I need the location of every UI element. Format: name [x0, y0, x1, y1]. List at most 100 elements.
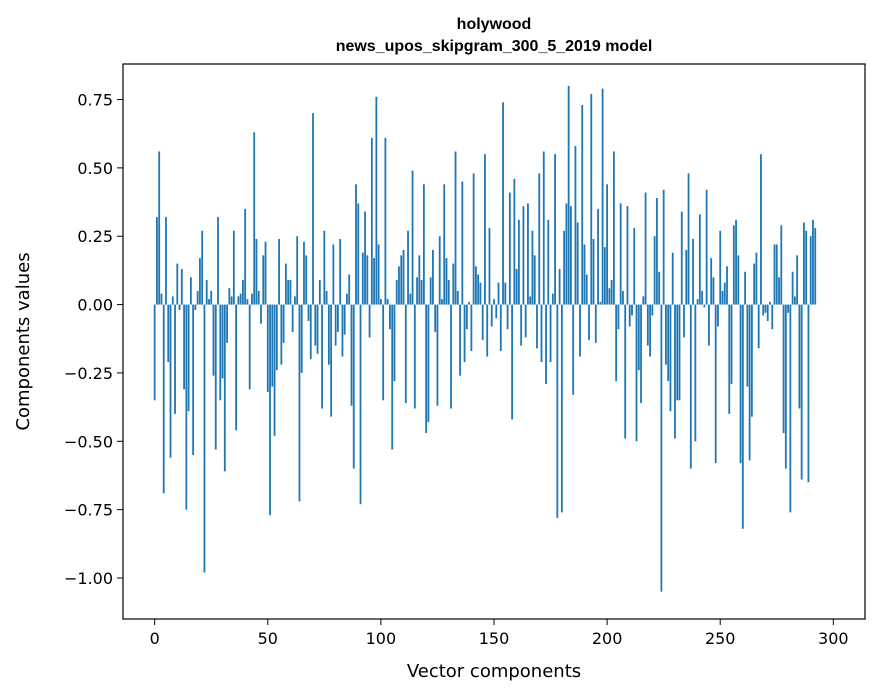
y-tick-label: −0.50: [64, 432, 113, 451]
bar: [642, 296, 645, 305]
bar: [316, 304, 319, 354]
bar: [626, 206, 629, 305]
bar: [812, 219, 814, 305]
bar: [296, 236, 299, 305]
bar: [269, 304, 271, 516]
bar: [160, 293, 163, 305]
bar: [533, 255, 536, 305]
bar: [158, 151, 161, 305]
bar: [757, 304, 760, 349]
bar: [479, 282, 482, 305]
bar: [321, 304, 323, 409]
bar: [325, 290, 328, 305]
bar: [669, 304, 672, 412]
bar: [368, 304, 371, 338]
bar: [411, 170, 414, 305]
bar: [357, 203, 360, 305]
bar: [567, 85, 570, 305]
bar: [300, 304, 303, 373]
bar: [739, 304, 742, 464]
bar: [266, 304, 269, 393]
bar: [732, 225, 735, 305]
bar: [384, 137, 387, 305]
bar: [726, 266, 728, 305]
bar: [524, 304, 527, 338]
bar: [744, 271, 747, 305]
bar: [601, 88, 604, 305]
bar: [796, 255, 799, 305]
bar: [352, 304, 355, 469]
bar: [447, 279, 450, 305]
bar: [495, 304, 498, 319]
chart-title: holywood: [457, 16, 532, 33]
bar: [735, 219, 737, 305]
bar: [667, 304, 670, 382]
bar: [488, 228, 491, 305]
bar: [617, 304, 620, 330]
bar: [705, 189, 708, 305]
bar: [379, 299, 382, 305]
bar: [484, 154, 486, 305]
bar: [153, 304, 156, 401]
bar: [303, 241, 305, 305]
bar: [640, 304, 642, 404]
bar: [680, 211, 683, 305]
bar: [730, 304, 733, 384]
bar: [201, 230, 204, 305]
bar: [463, 304, 466, 362]
bar: [407, 230, 409, 305]
bar: [764, 304, 767, 313]
y-tick-label: −0.25: [64, 364, 113, 383]
bar: [178, 304, 181, 311]
bar: [210, 290, 213, 305]
bar: [441, 299, 443, 305]
bar: [660, 304, 663, 592]
bar: [708, 304, 710, 346]
bar: [219, 304, 222, 401]
y-tick-label: 0.75: [77, 91, 113, 110]
bar: [454, 151, 457, 305]
bar: [271, 304, 274, 387]
bar: [594, 304, 597, 343]
y-axis: 0.75 0.50 0.25 0.00 −0.25 −0.50 −0.75 −1.00: [64, 91, 123, 588]
bar: [402, 249, 405, 305]
bar: [251, 293, 253, 305]
bar: [766, 304, 769, 321]
bar: [314, 304, 317, 346]
bar: [377, 244, 380, 305]
bar: [208, 299, 210, 305]
bars-group: [153, 85, 817, 592]
bar: [545, 304, 547, 384]
bar: [282, 304, 285, 343]
bar: [787, 304, 789, 313]
bar: [622, 290, 624, 305]
bar: [167, 304, 170, 362]
bar: [237, 296, 240, 305]
y-tick-label: 0.00: [77, 296, 113, 315]
bar: [549, 304, 552, 362]
bar: [741, 304, 744, 529]
x-axis: 0 50 100 150 200 250 300: [150, 619, 849, 648]
bar: [180, 269, 183, 305]
bar: [287, 279, 290, 305]
bar: [536, 304, 538, 349]
bar: [359, 304, 362, 505]
bar: [493, 299, 495, 305]
bar: [239, 293, 242, 305]
bar: [631, 304, 633, 316]
bar: [665, 304, 667, 365]
bar: [793, 296, 796, 305]
bar: [624, 304, 627, 439]
bar: [592, 238, 595, 305]
bar: [395, 279, 398, 305]
bar: [782, 304, 785, 434]
bar: [531, 230, 534, 305]
bar: [183, 304, 185, 390]
bar: [348, 274, 351, 305]
bar: [791, 271, 794, 305]
bar: [185, 304, 188, 510]
bar: [400, 255, 403, 305]
bar: [420, 279, 423, 305]
x-tick-label: 100: [366, 629, 397, 648]
bar: [230, 296, 233, 305]
